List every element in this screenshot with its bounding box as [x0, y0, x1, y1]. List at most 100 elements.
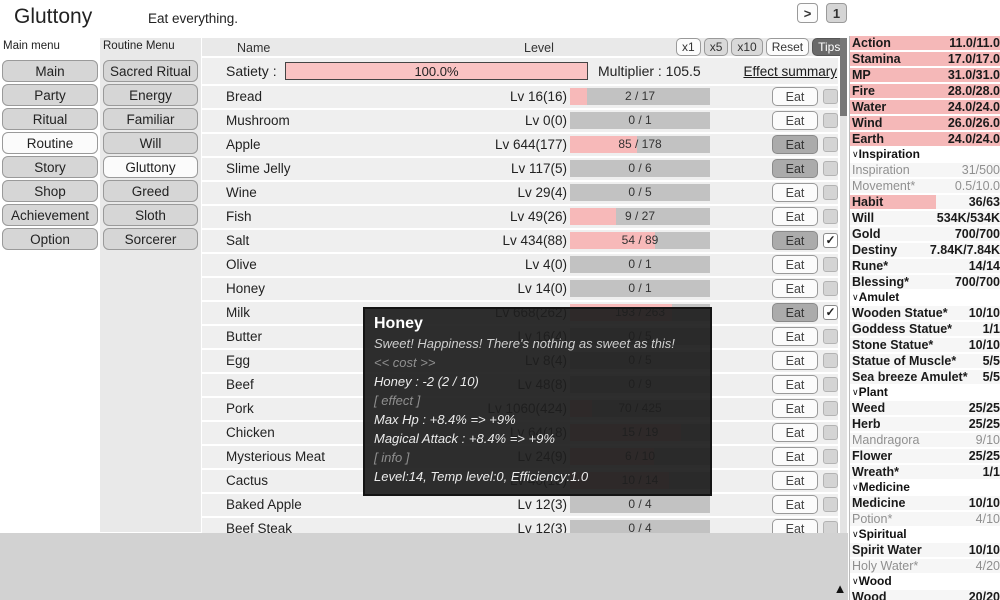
resource-row-action: Action 11.0/11.0: [850, 36, 1000, 50]
resource-row-inspiration: Inspiration 31/500: [850, 163, 1000, 177]
resource-label: Goddess Statue*: [852, 322, 953, 336]
menu-item-main[interactable]: Main: [2, 60, 98, 82]
eat-button-slime-jelly[interactable]: Eat: [772, 159, 818, 178]
sidebar-section-header-medicine[interactable]: ∨Medicine: [850, 481, 1000, 494]
menu-item-sorcerer[interactable]: Sorcerer: [103, 228, 198, 250]
advance-button[interactable]: >: [797, 3, 818, 23]
auto-eat-checkbox-mushroom[interactable]: [823, 113, 838, 128]
auto-eat-checkbox-beef-steak[interactable]: [823, 521, 838, 533]
resource-value: 20/20: [968, 590, 1000, 600]
sidebar-section-header-inspiration[interactable]: ∨Inspiration: [850, 148, 1000, 161]
scroll-up-button[interactable]: ▲: [831, 579, 849, 597]
eat-button-butter[interactable]: Eat: [772, 327, 818, 346]
eat-button-chicken[interactable]: Eat: [772, 423, 818, 442]
auto-eat-checkbox-milk[interactable]: ✓: [823, 305, 838, 320]
resource-label: Sea breeze Amulet*: [852, 370, 968, 384]
control-button-tips[interactable]: Tips: [812, 38, 847, 56]
resource-value: 17.0/17.0: [947, 52, 1000, 66]
control-button-x10[interactable]: x10: [731, 38, 763, 56]
menu-item-gluttony[interactable]: Gluttony: [103, 156, 198, 178]
sidebar-section-header-amulet[interactable]: ∨Amulet: [850, 291, 1000, 304]
eat-button-honey[interactable]: Eat: [772, 279, 818, 298]
resource-label: Mandragora: [852, 433, 920, 447]
auto-eat-checkbox-honey[interactable]: [823, 281, 838, 296]
menu-item-shop[interactable]: Shop: [2, 180, 98, 202]
resource-row-mp: MP 31.0/31.0: [850, 68, 1000, 82]
control-button-reset[interactable]: Reset: [765, 38, 810, 56]
resource-row-flower: Flower 25/25: [850, 449, 1000, 463]
effect-summary-link[interactable]: Effect summary: [743, 64, 837, 79]
auto-eat-checkbox-salt[interactable]: ✓: [823, 233, 838, 248]
auto-eat-checkbox-cactus[interactable]: [823, 473, 838, 488]
food-progressbar-fill: [570, 232, 656, 249]
menu-item-ritual[interactable]: Ritual: [2, 108, 98, 130]
eat-button-apple[interactable]: Eat: [772, 135, 818, 154]
auto-eat-checkbox-butter[interactable]: [823, 329, 838, 344]
list-scrollbar[interactable]: [840, 38, 847, 533]
food-level: Lv 4(0): [524, 257, 567, 272]
food-level: Lv 29(4): [517, 185, 567, 200]
auto-eat-checkbox-egg[interactable]: [823, 353, 838, 368]
resource-value: 25/25: [968, 401, 1000, 415]
speed-button[interactable]: 1: [826, 3, 847, 23]
auto-eat-checkbox-mysterious-meat[interactable]: [823, 449, 838, 464]
eat-button-olive[interactable]: Eat: [772, 255, 818, 274]
control-button-x5[interactable]: x5: [703, 38, 729, 56]
resource-value: 5/5: [982, 370, 1000, 384]
menu-item-sacred-ritual[interactable]: Sacred Ritual: [103, 60, 198, 82]
menu-item-sloth[interactable]: Sloth: [103, 204, 198, 226]
menu-item-greed[interactable]: Greed: [103, 180, 198, 202]
eat-button-beef-steak[interactable]: Eat: [772, 519, 818, 533]
tooltip-line: Honey : -2 (2 / 10): [374, 374, 479, 389]
eat-button-salt[interactable]: Eat: [772, 231, 818, 250]
auto-eat-checkbox-wine[interactable]: [823, 185, 838, 200]
food-row-slime-jelly: Slime Jelly Lv 117(5) 0 / 6 Eat: [202, 158, 838, 180]
eat-button-wine[interactable]: Eat: [772, 183, 818, 202]
auto-eat-checkbox-fish[interactable]: [823, 209, 838, 224]
resource-label: Blessing*: [852, 275, 909, 289]
chevron-down-icon: ∨: [852, 576, 859, 586]
eat-button-milk[interactable]: Eat: [772, 303, 818, 322]
resource-row-destiny: Destiny 7.84K/7.84K: [850, 243, 1000, 257]
food-progress-value: 9 / 27: [624, 209, 656, 223]
tooltip-line: Sweet! Happiness! There's nothing as swe…: [374, 336, 675, 351]
resource-row-movement: Movement* 0.5/10.0: [850, 179, 1000, 193]
resource-row-stamina: Stamina 17.0/17.0: [850, 52, 1000, 66]
sidebar-section-header-spiritual[interactable]: ∨Spiritual: [850, 528, 1000, 541]
control-button-x1[interactable]: x1: [676, 38, 701, 56]
sidebar-section-header-plant[interactable]: ∨Plant: [850, 386, 1000, 399]
auto-eat-checkbox-olive[interactable]: [823, 257, 838, 272]
eat-button-mysterious-meat[interactable]: Eat: [772, 447, 818, 466]
food-row-olive: Olive Lv 4(0) 0 / 1 Eat: [202, 254, 838, 276]
menu-item-familiar[interactable]: Familiar: [103, 108, 198, 130]
menu-item-achievement[interactable]: Achievement: [2, 204, 98, 226]
scrollbar-thumb[interactable]: [840, 38, 847, 116]
resource-label: Stone Statue*: [852, 338, 934, 352]
menu-item-option[interactable]: Option: [2, 228, 98, 250]
auto-eat-checkbox-beef[interactable]: [823, 377, 838, 392]
menu-item-will[interactable]: Will: [103, 132, 198, 154]
auto-eat-checkbox-chicken[interactable]: [823, 425, 838, 440]
eat-button-bread[interactable]: Eat: [772, 87, 818, 106]
menu-item-energy[interactable]: Energy: [103, 84, 198, 106]
menu-item-routine[interactable]: Routine: [2, 132, 98, 154]
auto-eat-checkbox-apple[interactable]: [823, 137, 838, 152]
resource-value: 700/700: [954, 227, 1000, 241]
resource-row-mandragora: Mandragora 9/10: [850, 433, 1000, 447]
sidebar-section-header-wood[interactable]: ∨Wood: [850, 575, 1000, 588]
eat-button-baked-apple[interactable]: Eat: [772, 495, 818, 514]
auto-eat-checkbox-baked-apple[interactable]: [823, 497, 838, 512]
menu-item-story[interactable]: Story: [2, 156, 98, 178]
eat-button-beef[interactable]: Eat: [772, 375, 818, 394]
resource-label: Spirit Water: [852, 543, 922, 557]
eat-button-mushroom[interactable]: Eat: [772, 111, 818, 130]
eat-button-fish[interactable]: Eat: [772, 207, 818, 226]
eat-button-pork[interactable]: Eat: [772, 399, 818, 418]
auto-eat-checkbox-pork[interactable]: [823, 401, 838, 416]
auto-eat-checkbox-bread[interactable]: [823, 89, 838, 104]
menu-item-party[interactable]: Party: [2, 84, 98, 106]
eat-button-egg[interactable]: Eat: [772, 351, 818, 370]
auto-eat-checkbox-slime-jelly[interactable]: [823, 161, 838, 176]
food-name: Pork: [226, 401, 254, 416]
eat-button-cactus[interactable]: Eat: [772, 471, 818, 490]
